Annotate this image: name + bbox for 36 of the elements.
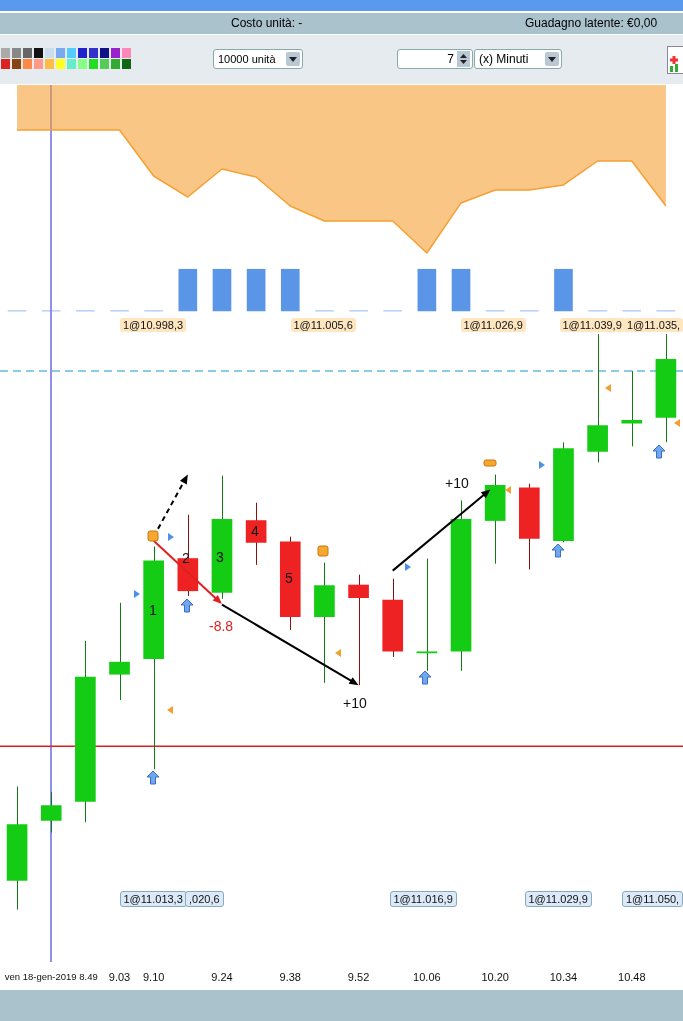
text: 1@11.005,6 [290,318,356,332]
text: 1@11.039,9 [559,318,625,332]
text: 1@11.026,9 [460,318,526,332]
candlestick [348,574,369,686]
annotation: +10 [444,475,470,491]
x-tick-label: ven 18-gen-2019 8.49 [4,971,98,983]
annotation: 1@11.050, [622,891,683,907]
text: Guadagno latente: €0,00 [525,16,658,30]
x-tick-label: 9.03 [108,971,131,984]
x-tick-label: 10.20 [481,971,509,984]
annotation: 1@11.013,3 [119,891,187,907]
x-tick-label: 10.48 [618,971,646,984]
annotation: -8.8 [208,618,235,634]
candlestick [621,370,643,447]
annotation: 4 [250,523,260,539]
annotation: +10 [342,695,368,711]
text: 1@11.035, [624,318,683,332]
candlestick [40,791,62,834]
annotation: 1 [148,602,158,618]
annotation: 1@11.016,9 [389,891,457,907]
text: 1@10.998,3 [120,318,187,332]
number-field: 7 [397,49,473,69]
annotation: 1@11.029,9 [524,891,592,907]
dropdown-field: (x) Minuti [474,49,562,69]
text: Costo unità: - [231,16,303,30]
x-tick-label: 9.10 [142,971,165,984]
x-tick-label: 9.24 [211,971,233,984]
x-tick-label: 10.34 [549,971,578,984]
annotation: ,020,6 [185,891,224,907]
x-tick-label: 9.52 [347,971,370,984]
x-tick-label: 9.38 [279,971,301,984]
candlestick [109,602,130,701]
x-tick-label: 10.06 [413,971,441,984]
dropdown-field: 10000 unità [213,49,303,69]
annotation: 5 [284,570,294,586]
annotation: 3 [215,549,225,565]
